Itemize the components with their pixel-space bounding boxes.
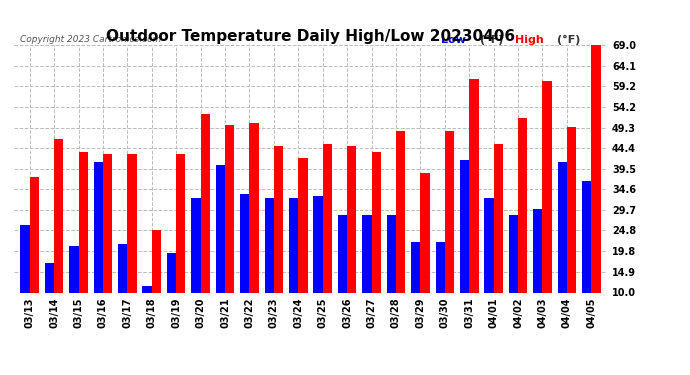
Bar [79, 152, 88, 292]
Bar [371, 152, 381, 292]
Bar [240, 194, 250, 292]
Bar [128, 154, 137, 292]
Bar [445, 131, 454, 292]
Text: Copyright 2023 Cartronics.com: Copyright 2023 Cartronics.com [20, 35, 161, 44]
Bar [493, 144, 503, 292]
Bar [420, 173, 430, 292]
Bar [435, 242, 445, 292]
Bar [362, 215, 371, 292]
Bar [45, 263, 54, 292]
Bar [411, 242, 420, 292]
Text: High: High [515, 35, 544, 45]
Bar [558, 162, 567, 292]
Bar [542, 81, 552, 292]
Bar [298, 158, 308, 292]
Bar [484, 198, 493, 292]
Text: Low: Low [441, 35, 466, 45]
Bar [94, 162, 103, 292]
Bar [469, 78, 478, 292]
Bar [591, 45, 600, 292]
Bar [582, 182, 591, 292]
Bar [289, 198, 298, 292]
Bar [143, 286, 152, 292]
Bar [30, 177, 39, 292]
Bar [509, 215, 518, 292]
Text: (°F): (°F) [557, 35, 580, 45]
Bar [323, 144, 332, 292]
Title: Outdoor Temperature Daily High/Low 20230406: Outdoor Temperature Daily High/Low 20230… [106, 29, 515, 44]
Bar [313, 196, 323, 292]
Bar [118, 244, 128, 292]
Text: (°F): (°F) [480, 35, 503, 45]
Bar [274, 146, 283, 292]
Bar [191, 198, 201, 292]
Bar [54, 140, 63, 292]
Bar [201, 114, 210, 292]
Bar [152, 230, 161, 292]
Bar [567, 127, 576, 292]
Bar [338, 215, 347, 292]
Bar [176, 154, 186, 292]
Bar [264, 198, 274, 292]
Bar [216, 165, 225, 292]
Bar [103, 154, 112, 292]
Bar [250, 123, 259, 292]
Bar [69, 246, 79, 292]
Bar [347, 146, 357, 292]
Bar [533, 209, 542, 292]
Bar [225, 125, 235, 292]
Bar [167, 253, 176, 292]
Bar [386, 215, 396, 292]
Bar [460, 160, 469, 292]
Bar [21, 225, 30, 292]
Bar [396, 131, 405, 292]
Bar [518, 118, 527, 292]
